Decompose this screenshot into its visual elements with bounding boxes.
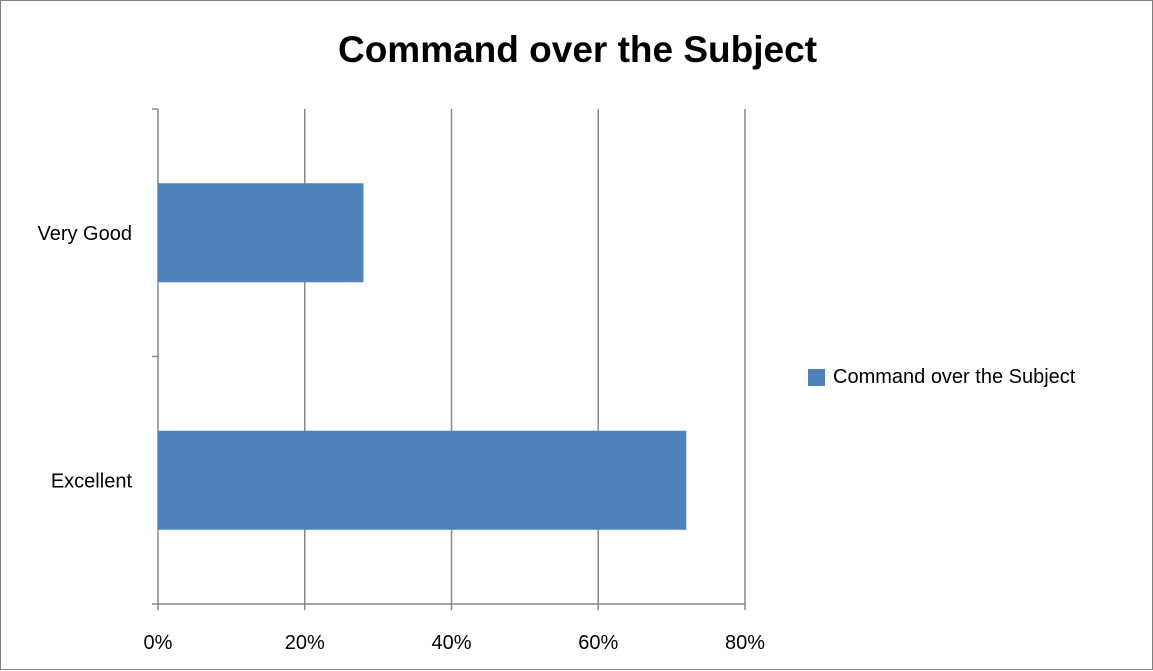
y-category-label: Very Good [37, 223, 132, 245]
x-tick-label: 60% [578, 632, 618, 654]
x-tick-label: 80% [725, 632, 765, 654]
legend-label: Command over the Subject [833, 366, 1076, 388]
y-category-label: Excellent [51, 470, 133, 492]
legend: Command over the Subject [808, 366, 1075, 389]
chart-title: Command over the Subject [337, 29, 818, 70]
x-tick-label: 0% [144, 632, 173, 654]
x-tick-label: 40% [431, 632, 471, 654]
x-tick-label: 20% [285, 632, 325, 654]
bar [158, 183, 364, 283]
legend-swatch [808, 369, 825, 386]
bar [158, 430, 687, 530]
